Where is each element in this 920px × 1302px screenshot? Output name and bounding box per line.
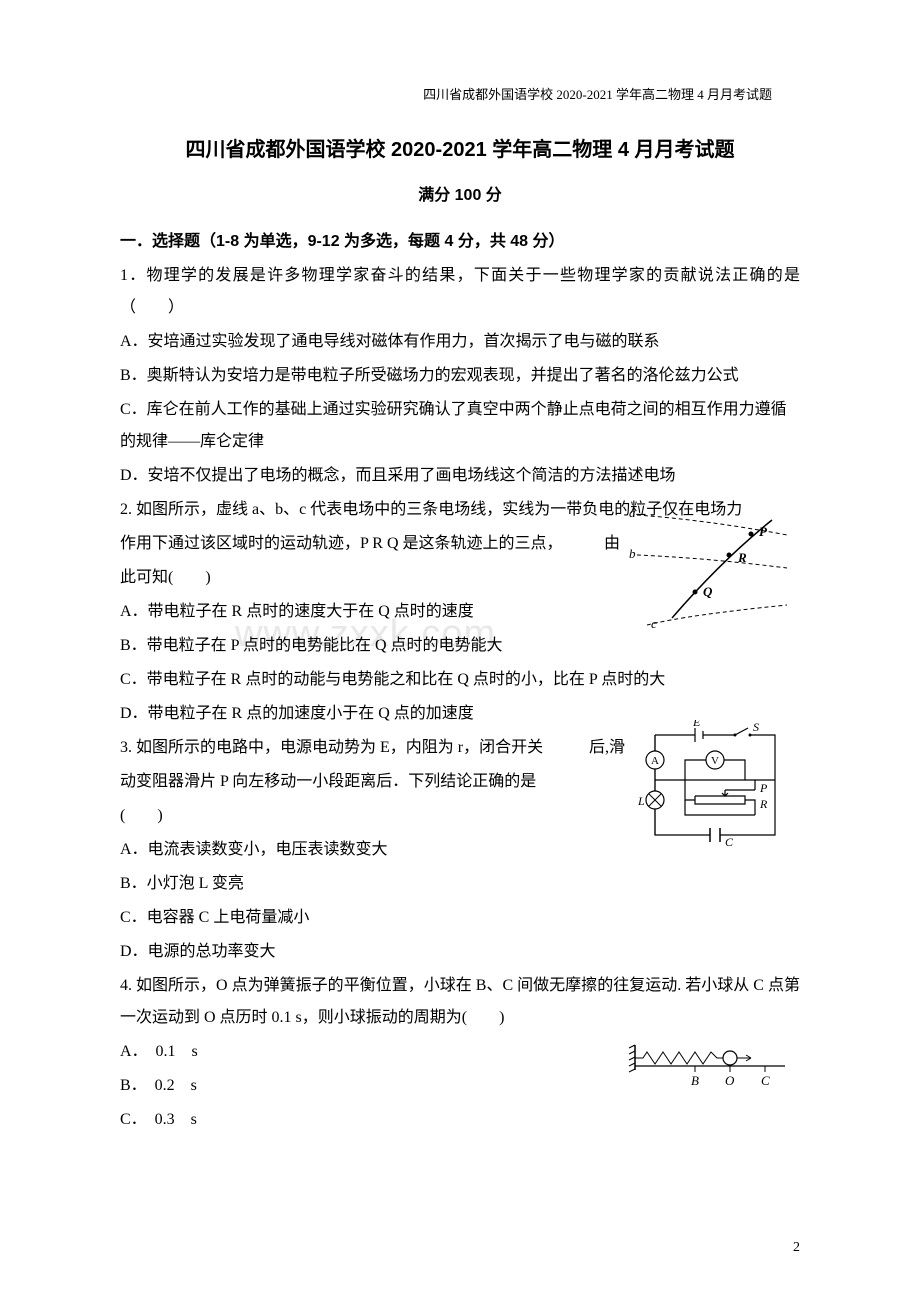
running-header: 四川省成都外国语学校 2020-2021 学年高二物理 4 月月考试题 <box>423 82 772 108</box>
subtitle-score: 满分 100 分 <box>120 180 800 212</box>
q3-stem-line3: ( ) <box>120 800 800 832</box>
q2-option-c: C．带电粒子在 R 点时的动能与电势能之和比在 Q 点时的小，比在 P 点时的大 <box>120 664 800 696</box>
q4-option-b: B． 0.2 s <box>120 1070 800 1102</box>
q4-stem: 4. 如图所示，O 点为弹簧振子的平衡位置，小球在 B、C 间做无摩擦的往复运动… <box>120 970 800 1034</box>
q1-option-c: C．库仑在前人工作的基础上通过实验研究确认了真空中两个静止点电荷之间的相互作用力… <box>120 394 800 458</box>
q3-option-c: C．电容器 C 上电荷量减小 <box>120 902 800 934</box>
q2-option-d: D．带电粒子在 R 点的加速度小于在 Q 点的加速度 <box>120 698 800 730</box>
page-title: 四川省成都外国语学校 2020-2021 学年高二物理 4 月月考试题 <box>120 130 800 170</box>
q2-option-a: A．带电粒子在 R 点时的速度大于在 Q 点时的速度 <box>120 596 800 628</box>
q1-option-b: B．奥斯特认为安培力是带电粒子所受磁场力的宏观表现，并提出了著名的洛伦兹力公式 <box>120 360 800 392</box>
q1-stem: 1．物理学的发展是许多物理学家奋斗的结果，下面关于一些物理学家的贡献说法正确的是… <box>120 260 800 324</box>
q2-stem-line2-right: 由 <box>604 528 620 560</box>
q3-stem-line1-left: 3. 如图所示的电路中，电源电动势为 E，内阻为 r，闭合开关 <box>120 739 543 756</box>
q2-stem-line1: 2. 如图所示，虚线 a、b、c 代表电场中的三条电场线，实线为一带负电的粒子仅… <box>120 494 800 526</box>
q3-option-a: A．电流表读数变小，电压表读数变大 <box>120 834 800 866</box>
page-number: 2 <box>793 1234 800 1262</box>
q1-option-d: D．安培不仅提出了电场的概念，而且采用了画电场线这个简洁的方法描述电场 <box>120 460 800 492</box>
q3-stem-line1: 3. 如图所示的电路中，电源电动势为 E，内阻为 r，闭合开关 后,滑 <box>120 732 800 764</box>
page-content: 四川省成都外国语学校 2020-2021 学年高二物理 4 月月考试题 满分 1… <box>120 130 800 1136</box>
q3-stem-line1-right: 后,滑 <box>589 732 625 764</box>
section-header: 一．选择题（1-8 为单选，9-12 为多选，每题 4 分，共 48 分） <box>120 226 800 258</box>
q3-option-b: B．小灯泡 L 变亮 <box>120 868 800 900</box>
q1-option-a: A．安培通过实验发现了通电导线对磁体有作用力，首次揭示了电与磁的联系 <box>120 326 800 358</box>
q2-stem-line3: 此可知( ) <box>120 562 800 594</box>
q4-option-c: C． 0.3 s <box>120 1104 800 1136</box>
q4-option-a: A． 0.1 s <box>120 1036 800 1068</box>
q2-stem-line2: 作用下通过该区域时的运动轨迹，P R Q 是这条轨迹上的三点， 由 <box>120 528 800 560</box>
q2-stem-line2-left: 作用下通过该区域时的运动轨迹，P R Q 是这条轨迹上的三点， <box>120 535 563 552</box>
q3-stem-line2: 动变阻器滑片 P 向左移动一小段距离后．下列结论正确的是 <box>120 766 800 798</box>
q3-option-d: D．电源的总功率变大 <box>120 936 800 968</box>
q2-option-b: B．带电粒子在 P 点时的电势能比在 Q 点时的电势能大 <box>120 630 800 662</box>
